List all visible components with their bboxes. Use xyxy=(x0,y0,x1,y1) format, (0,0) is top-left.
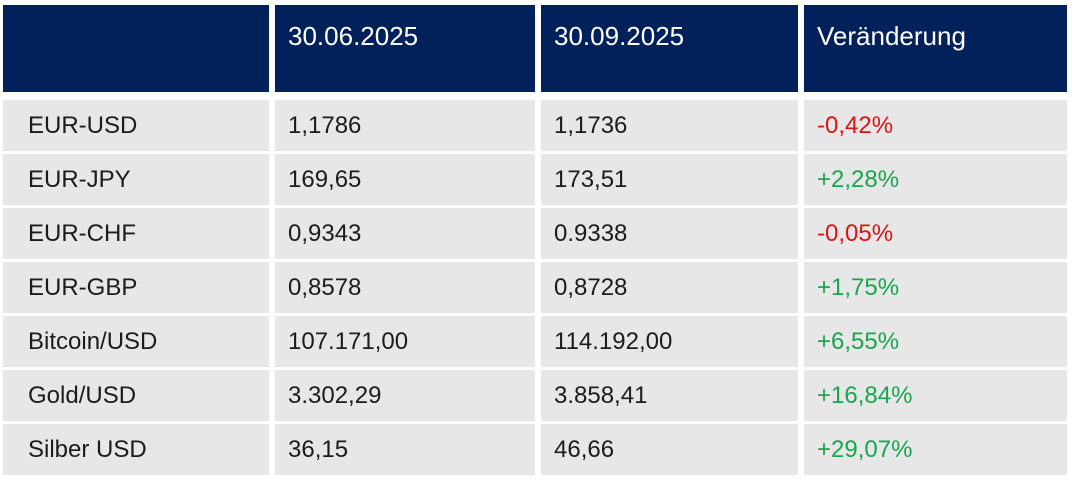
value-cell: 169,65 xyxy=(275,154,535,205)
value-cell: 0,8578 xyxy=(275,262,535,313)
value-cell: 3.302,29 xyxy=(275,370,535,421)
value-cell: 107.171,00 xyxy=(275,316,535,367)
row-label: Silber USD xyxy=(3,424,269,475)
table-body: EUR-USD 1,1786 1,1736 -0,42% EUR-JPY 169… xyxy=(3,100,1073,475)
corner-header-cell xyxy=(3,5,269,92)
change-cell: +16,84% xyxy=(804,370,1067,421)
change-cell: +29,07% xyxy=(804,424,1067,475)
column-header-date-end: 30.09.2025 xyxy=(541,5,798,92)
table-header-row: 30.06.2025 30.09.2025 Veränderung xyxy=(3,5,1073,92)
change-cell: -0,42% xyxy=(804,100,1067,151)
column-header-change: Veränderung xyxy=(804,5,1067,92)
value-cell: 0,9343 xyxy=(275,208,535,259)
change-cell: +1,75% xyxy=(804,262,1067,313)
row-label: EUR-CHF xyxy=(3,208,269,259)
value-cell: 1,1736 xyxy=(541,100,798,151)
column-header-date-start: 30.06.2025 xyxy=(275,5,535,92)
value-cell: 1,1786 xyxy=(275,100,535,151)
row-label: EUR-USD xyxy=(3,100,269,151)
value-cell: 114.192,00 xyxy=(541,316,798,367)
row-label: EUR-JPY xyxy=(3,154,269,205)
change-cell: +6,55% xyxy=(804,316,1067,367)
value-cell: 0,8728 xyxy=(541,262,798,313)
value-cell: 0.9338 xyxy=(541,208,798,259)
row-label: Gold/USD xyxy=(3,370,269,421)
value-cell: 36,15 xyxy=(275,424,535,475)
row-label: Bitcoin/USD xyxy=(3,316,269,367)
value-cell: 173,51 xyxy=(541,154,798,205)
change-cell: -0,05% xyxy=(804,208,1067,259)
value-cell: 3.858,41 xyxy=(541,370,798,421)
row-label: EUR-GBP xyxy=(3,262,269,313)
value-cell: 46,66 xyxy=(541,424,798,475)
change-cell: +2,28% xyxy=(804,154,1067,205)
